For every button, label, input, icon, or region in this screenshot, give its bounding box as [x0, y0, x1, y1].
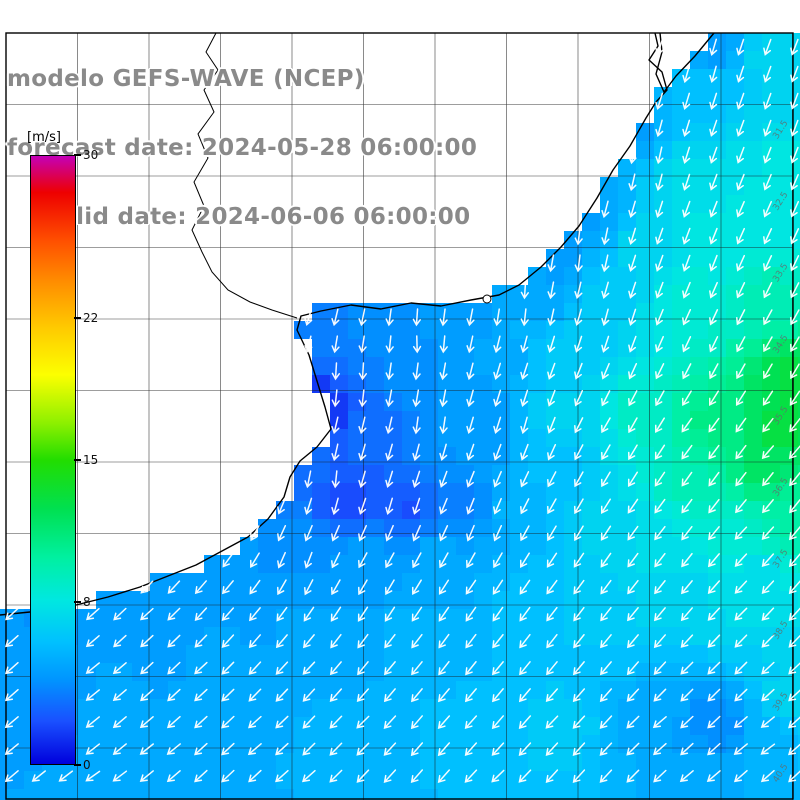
colorbar-tick-label: 8 — [83, 595, 91, 610]
colorbar-tick-mark — [74, 601, 81, 604]
coastline — [0, 32, 715, 616]
colorbar-tick-label: 15 — [83, 453, 99, 467]
colorbar-tick-mark — [74, 459, 81, 461]
colorbar-tick-mark — [74, 764, 81, 766]
valid-date-line: valid date: 2024-06-06 06:00:00 — [45, 204, 471, 230]
colorbar-tick-label: 22 — [83, 310, 99, 325]
forecast-date-line: forecast date: 2024-05-28 06:00:00 — [7, 135, 478, 161]
lagoon — [482, 294, 492, 304]
map-frame — [5, 32, 794, 800]
chart-title-block: modelo GEFS-WAVE (NCEP) forecast date: 2… — [7, 22, 477, 275]
model-title-line: modelo GEFS-WAVE (NCEP) — [7, 66, 365, 92]
colorbar-units-label: [m/s] — [27, 130, 61, 145]
wave-direction-arrows — [4, 38, 800, 784]
colorbar — [30, 155, 76, 765]
colorbar-tick-label: 0 — [83, 758, 91, 772]
colorbar-tick-label: 30 — [83, 148, 99, 162]
river-line — [191, 32, 298, 319]
grid-lines — [5, 32, 793, 800]
colorbar-tick-mark — [74, 316, 81, 319]
colorbar-tick-mark — [74, 154, 81, 156]
